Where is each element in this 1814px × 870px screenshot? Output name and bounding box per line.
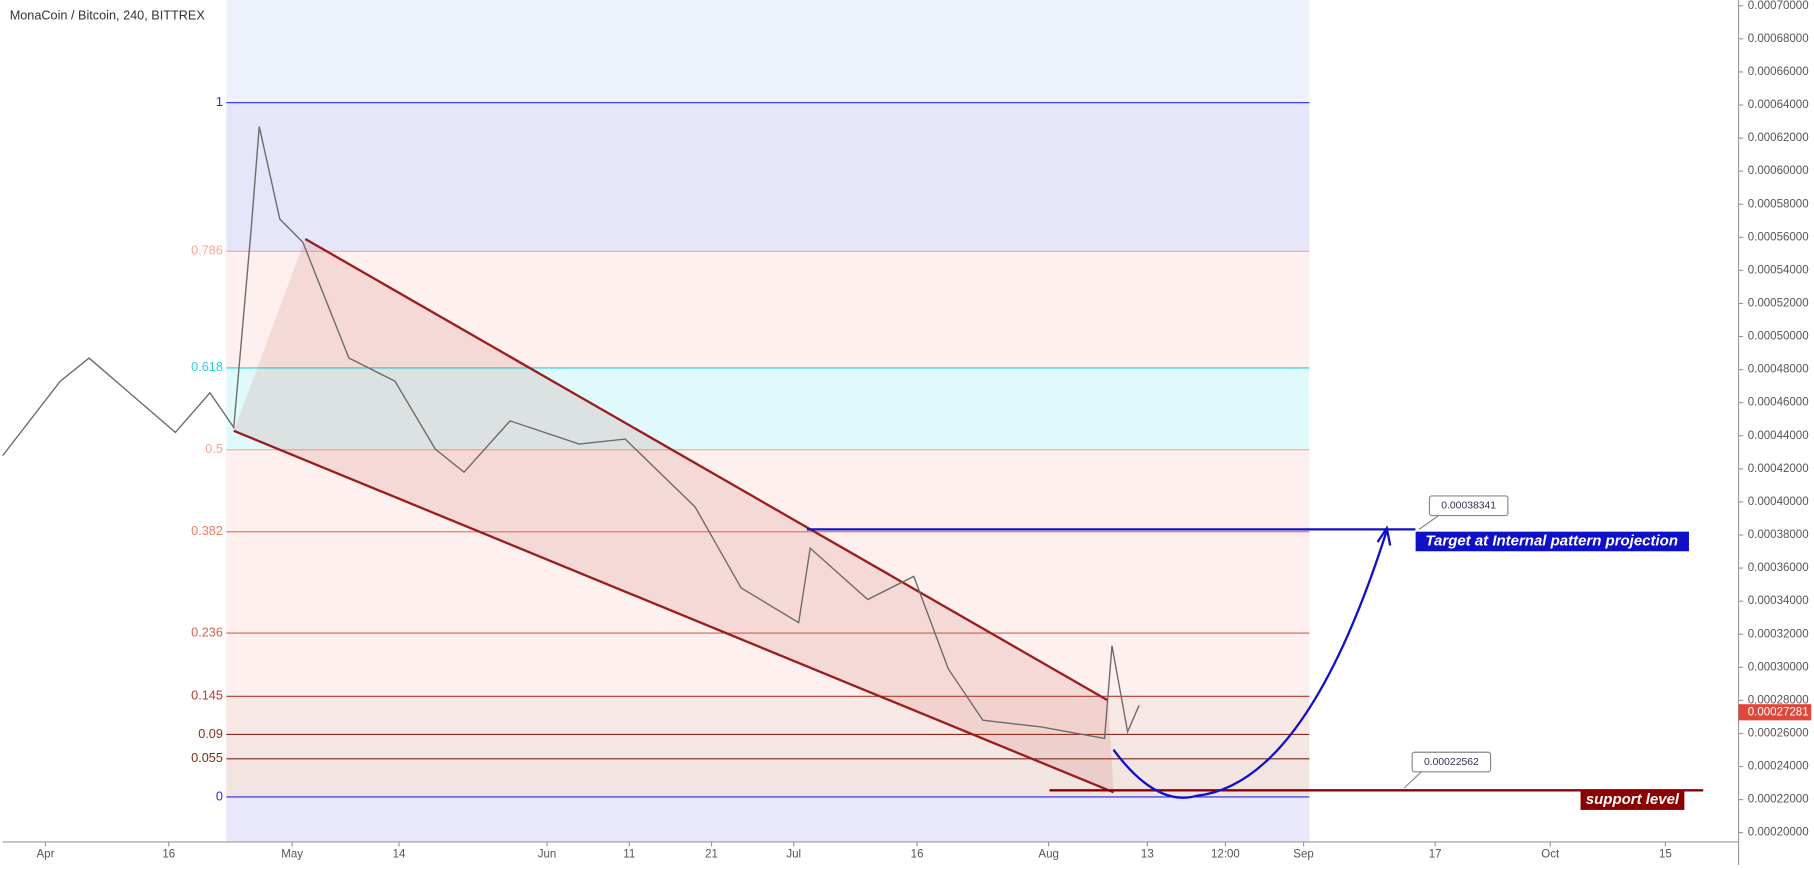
y-tick-label: 0.00050000 bbox=[1748, 331, 1809, 343]
last-price-bg bbox=[1738, 704, 1812, 721]
x-tick-label: 11 bbox=[623, 849, 635, 861]
y-tick-label: 0.00022000 bbox=[1748, 794, 1809, 806]
fib-label: 0.618 bbox=[191, 360, 223, 374]
target-text-bg bbox=[1415, 531, 1689, 552]
price-line bbox=[2, 126, 1140, 740]
target-text: Target at Internal pattern projection bbox=[1425, 532, 1678, 549]
x-tick-label: 21 bbox=[705, 849, 718, 861]
y-tick-label: 0.00048000 bbox=[1748, 364, 1809, 376]
y-tick-label: 0.00044000 bbox=[1748, 430, 1809, 442]
x-tick-label: 16 bbox=[162, 849, 175, 861]
x-tick-label: Jun bbox=[538, 849, 557, 861]
fib-band bbox=[226, 102, 1310, 252]
target-callout bbox=[1428, 495, 1509, 517]
y-tick-label: 0.00032000 bbox=[1748, 628, 1809, 640]
fib-label: 0.236 bbox=[191, 625, 223, 639]
callout-pointer bbox=[1418, 515, 1440, 530]
fib-band bbox=[226, 251, 1310, 368]
support-text: support level bbox=[1586, 791, 1680, 808]
y-tick-label: 0.00036000 bbox=[1748, 562, 1809, 574]
fib-label: 0.145 bbox=[191, 689, 223, 703]
fib-label: 1 bbox=[216, 95, 223, 109]
y-tick-label: 0.00064000 bbox=[1748, 99, 1809, 111]
target-price: 0.00038341 bbox=[1441, 500, 1496, 511]
x-tick-label: 13 bbox=[1141, 849, 1154, 861]
y-tick-label: 0.00030000 bbox=[1748, 661, 1809, 673]
x-tick-label: Oct bbox=[1541, 849, 1560, 861]
y-tick-label: 0.00066000 bbox=[1748, 66, 1809, 78]
fib-label: 0.382 bbox=[191, 524, 223, 538]
projection-arrow bbox=[1376, 525, 1392, 546]
fib-label: 0 bbox=[216, 789, 223, 803]
fib-label: 0.09 bbox=[198, 727, 223, 741]
fib-label: 0.055 bbox=[191, 751, 223, 765]
support-callout bbox=[1411, 751, 1492, 773]
x-tick-label: 15 bbox=[1659, 849, 1672, 861]
channel-line bbox=[304, 237, 1109, 702]
y-tick-label: 0.00034000 bbox=[1748, 595, 1809, 607]
fib-range-bg-bottom bbox=[226, 796, 1310, 842]
y-tick-label: 0.00052000 bbox=[1748, 298, 1809, 310]
y-tick-label: 0.00026000 bbox=[1748, 727, 1809, 739]
y-tick-label: 0.00062000 bbox=[1748, 132, 1809, 144]
y-tick-label: 0.00020000 bbox=[1748, 827, 1809, 839]
y-tick-label: 0.00042000 bbox=[1748, 463, 1809, 475]
chart-title: MonaCoin / Bitcoin, 240, BITTREX bbox=[10, 8, 206, 22]
x-tick-label: Apr bbox=[37, 849, 55, 861]
x-tick-label: Aug bbox=[1038, 849, 1058, 861]
support-price: 0.00022562 bbox=[1424, 757, 1479, 768]
y-tick-label: 0.00046000 bbox=[1748, 397, 1809, 409]
y-tick-label: 0.00054000 bbox=[1748, 264, 1809, 276]
x-tick-label: Jul bbox=[786, 849, 801, 861]
fib-band bbox=[226, 449, 1310, 532]
fib-band bbox=[226, 531, 1310, 634]
x-tick-label: 17 bbox=[1429, 849, 1442, 861]
fib-band bbox=[226, 367, 1310, 450]
projection-curve bbox=[1112, 530, 1388, 799]
fib-band bbox=[226, 633, 1310, 697]
fib-label: 0.786 bbox=[191, 244, 223, 258]
x-tick-label: 14 bbox=[393, 849, 406, 861]
last-price-label: 0.00027281 bbox=[1748, 706, 1809, 718]
x-tick-label: May bbox=[281, 849, 303, 861]
y-tick-label: 0.00060000 bbox=[1748, 165, 1809, 177]
channel-line bbox=[233, 429, 1115, 794]
y-tick-label: 0.00038000 bbox=[1748, 529, 1809, 541]
y-tick-label: 0.00024000 bbox=[1748, 761, 1809, 773]
y-tick-label: 0.00070000 bbox=[1748, 0, 1809, 12]
y-tick-label: 0.00058000 bbox=[1748, 198, 1809, 210]
channel-fill bbox=[233, 238, 1114, 793]
x-tick-label: 12:00 bbox=[1211, 849, 1240, 861]
y-tick-label: 0.00068000 bbox=[1748, 33, 1809, 45]
y-tick-label: 0.00056000 bbox=[1748, 231, 1809, 243]
x-tick-label: Sep bbox=[1293, 849, 1314, 861]
y-tick-label: 0.00040000 bbox=[1748, 496, 1809, 508]
y-tick-label: 0.00028000 bbox=[1748, 694, 1809, 706]
fib-band bbox=[226, 734, 1310, 759]
fib-label: 0.5 bbox=[205, 442, 223, 456]
fib-band bbox=[226, 696, 1310, 735]
callout-pointer bbox=[1403, 771, 1422, 789]
x-tick-label: 16 bbox=[911, 849, 924, 861]
support-text-bg bbox=[1580, 790, 1685, 810]
